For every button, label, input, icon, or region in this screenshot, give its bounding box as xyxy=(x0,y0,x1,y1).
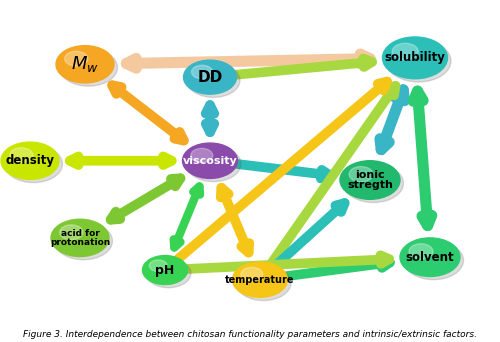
FancyArrowPatch shape xyxy=(276,203,344,265)
Text: temperature: temperature xyxy=(225,275,295,285)
FancyArrowPatch shape xyxy=(112,85,184,141)
FancyArrowPatch shape xyxy=(221,188,249,253)
FancyArrowPatch shape xyxy=(126,54,370,68)
Circle shape xyxy=(232,262,287,297)
Circle shape xyxy=(349,167,373,182)
Text: density: density xyxy=(6,154,54,167)
Circle shape xyxy=(386,40,451,82)
Circle shape xyxy=(400,238,460,276)
Circle shape xyxy=(51,219,109,256)
Text: acid for
protonation: acid for protonation xyxy=(50,228,110,247)
Circle shape xyxy=(344,164,404,202)
FancyArrowPatch shape xyxy=(272,86,396,264)
Circle shape xyxy=(382,37,448,79)
Circle shape xyxy=(186,146,241,182)
Text: solvent: solvent xyxy=(406,251,454,264)
Circle shape xyxy=(192,65,212,79)
Circle shape xyxy=(4,145,62,183)
Circle shape xyxy=(146,259,191,288)
Text: viscosity: viscosity xyxy=(182,156,238,166)
FancyArrowPatch shape xyxy=(287,259,390,276)
Circle shape xyxy=(190,148,212,162)
Text: pH: pH xyxy=(156,264,174,277)
Circle shape xyxy=(64,51,88,66)
Circle shape xyxy=(184,60,236,94)
Circle shape xyxy=(404,241,464,280)
Circle shape xyxy=(409,244,433,259)
Circle shape xyxy=(340,161,400,199)
Circle shape xyxy=(241,267,263,281)
FancyArrowPatch shape xyxy=(110,178,180,220)
FancyArrowPatch shape xyxy=(178,81,387,259)
Text: Figure 3. Interdependence between chitosan functionality parameters and intrinsi: Figure 3. Interdependence between chitos… xyxy=(23,330,477,339)
FancyArrowPatch shape xyxy=(380,90,404,149)
Circle shape xyxy=(187,63,240,97)
Circle shape xyxy=(56,45,114,83)
Circle shape xyxy=(54,222,112,260)
Circle shape xyxy=(10,148,33,162)
Text: $M_w$: $M_w$ xyxy=(71,54,99,74)
Circle shape xyxy=(1,142,59,180)
FancyArrowPatch shape xyxy=(237,164,330,179)
Circle shape xyxy=(142,255,188,285)
FancyArrowPatch shape xyxy=(174,186,200,248)
Text: solubility: solubility xyxy=(384,51,446,64)
Text: DD: DD xyxy=(198,70,222,85)
Circle shape xyxy=(60,49,118,86)
FancyArrowPatch shape xyxy=(414,91,432,225)
Circle shape xyxy=(182,143,238,179)
Circle shape xyxy=(60,225,83,240)
FancyArrowPatch shape xyxy=(206,105,214,132)
FancyArrowPatch shape xyxy=(236,58,372,75)
Circle shape xyxy=(392,43,418,60)
FancyArrowPatch shape xyxy=(70,156,172,165)
FancyArrowPatch shape xyxy=(188,255,389,269)
Circle shape xyxy=(236,265,291,301)
Circle shape xyxy=(149,260,167,272)
Text: ionic
stregth: ionic stregth xyxy=(347,170,393,190)
